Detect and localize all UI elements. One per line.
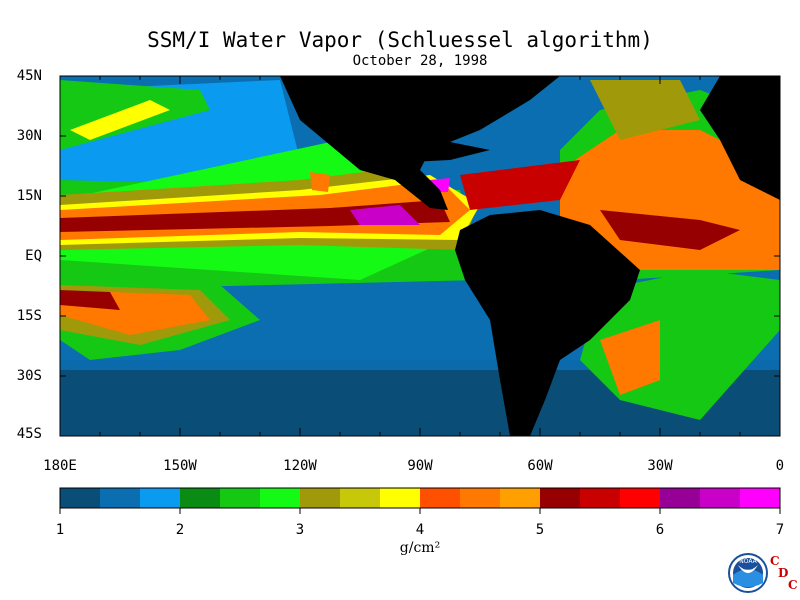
colorbar-swatch — [700, 488, 741, 508]
colorbar-swatch — [380, 488, 421, 508]
colorbar-swatch — [620, 488, 661, 508]
cdc-letter-c2: C — [788, 578, 798, 592]
latitude-ticks — [60, 75, 780, 437]
lon-label-90w: 90W — [407, 458, 433, 474]
colorbar-swatch — [660, 488, 701, 508]
colorbar-swatch — [340, 488, 381, 508]
colorbar-swatch — [100, 488, 141, 508]
noaa-logo: NOAA — [728, 553, 768, 593]
colorbar-swatch — [580, 488, 621, 508]
colorbar-swatch — [260, 488, 301, 508]
longitude-ticks — [59, 76, 781, 436]
colorbar-swatch — [300, 488, 341, 508]
colorbar — [59, 487, 781, 514]
colorbar-swatch — [740, 488, 781, 508]
lat-label-30s: 30S — [16, 368, 42, 384]
colorbar-swatch — [180, 488, 221, 508]
lat-label-15n: 15N — [16, 188, 42, 204]
lon-label-0: 0 — [775, 458, 784, 474]
map-title: SSM/I Water Vapor (Schluessel algorithm) — [147, 28, 653, 52]
colorbar-tick-7: 7 — [775, 522, 785, 538]
colorbar-tick-5: 5 — [535, 522, 545, 538]
colorbar-swatch — [420, 488, 461, 508]
map-subtitle-date: October 28, 1998 — [352, 53, 488, 69]
colorbar-tick-1: 1 — [55, 522, 65, 538]
cdc-logo: C D C — [768, 554, 800, 594]
colorbar-tick-2: 2 — [175, 522, 185, 538]
colorbar-units: g/cm² — [399, 540, 441, 556]
colorbar-tick-6: 6 — [655, 522, 665, 538]
colorbar-swatch — [220, 488, 261, 508]
colorbar-tick-3: 3 — [295, 522, 305, 538]
lon-label-60w: 60W — [527, 458, 553, 474]
lat-label-30n: 30N — [16, 128, 42, 144]
colorbar-tick-4: 4 — [415, 522, 425, 538]
map-field — [60, 76, 780, 436]
lon-label-120w: 120W — [283, 458, 317, 474]
lat-label-eq: EQ — [25, 248, 42, 264]
lon-label-150w: 150W — [163, 458, 197, 474]
lat-label-45s: 45S — [16, 426, 42, 442]
cdc-letter-c1: C — [770, 554, 780, 568]
colorbar-swatch — [540, 488, 581, 508]
lat-label-45n: 45N — [16, 68, 42, 84]
colorbar-swatch — [140, 488, 181, 508]
lon-label-180e: 180E — [43, 458, 77, 474]
cdc-letter-d: D — [778, 566, 789, 580]
lon-label-30w: 30W — [647, 458, 673, 474]
noaa-logo-text: NOAA — [739, 558, 757, 565]
colorbar-swatch — [500, 488, 541, 508]
lat-label-15s: 15S — [16, 308, 42, 324]
colorbar-swatch — [460, 488, 501, 508]
colorbar-swatch — [60, 488, 101, 508]
